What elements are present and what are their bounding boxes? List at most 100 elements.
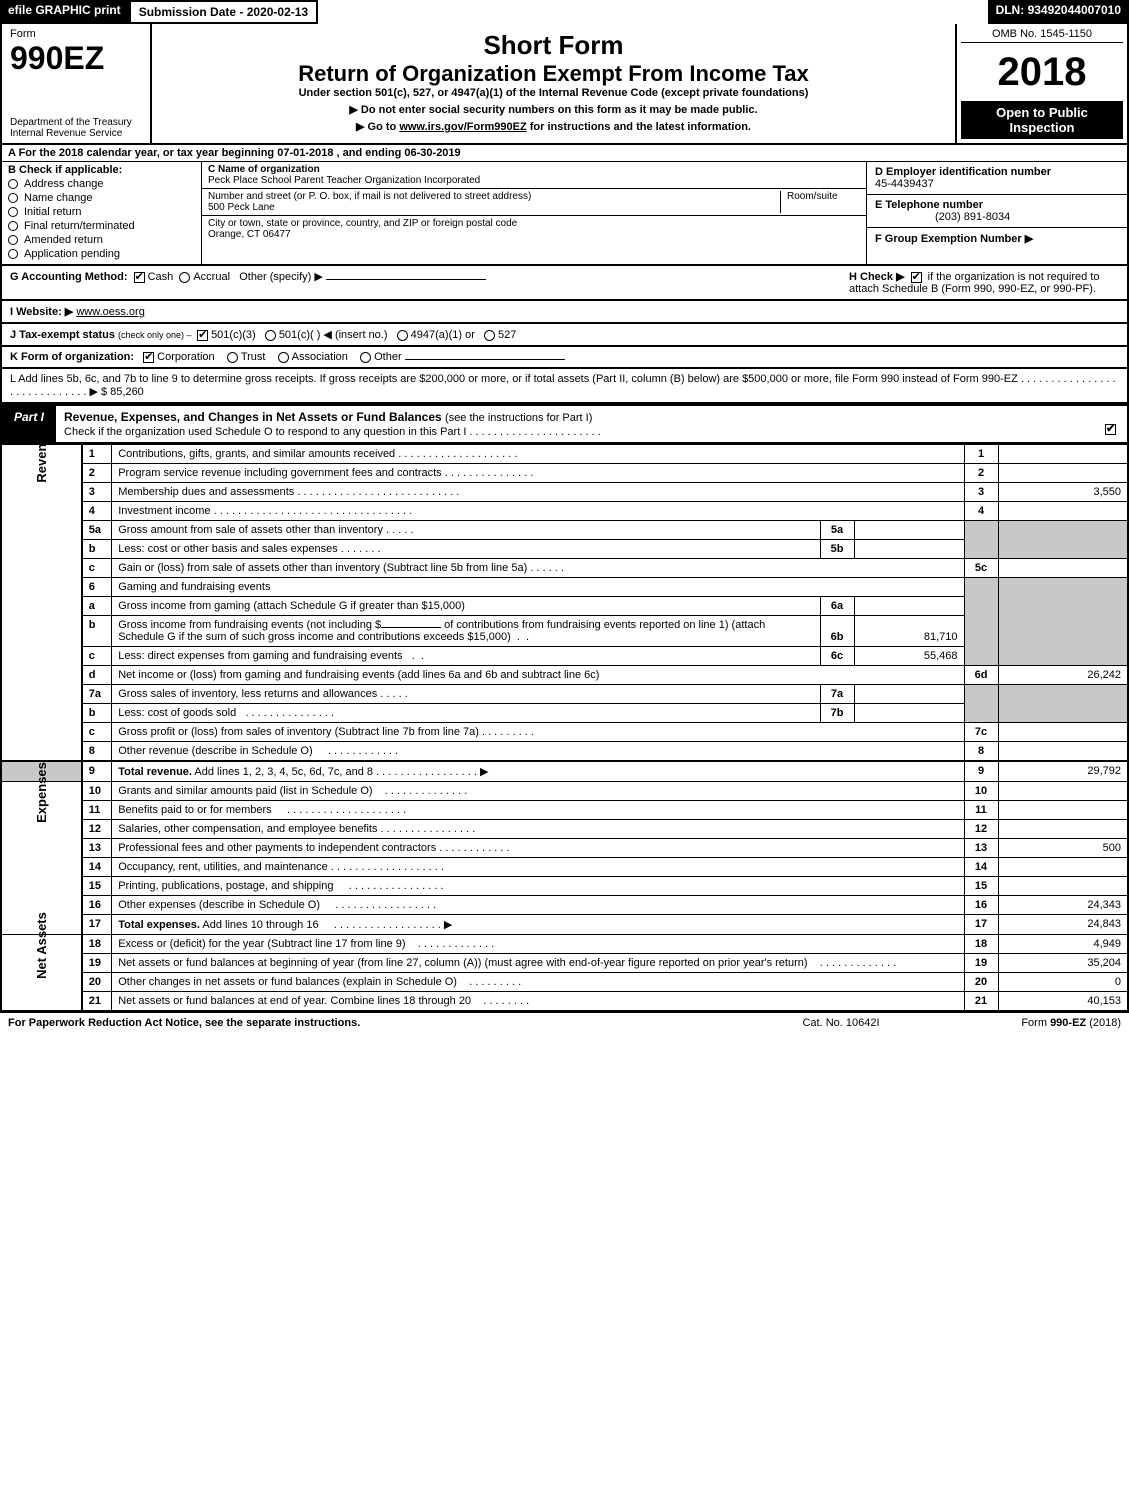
check-corporation[interactable] (143, 352, 154, 363)
line12-num: 12 (82, 820, 112, 839)
line1-val (998, 445, 1128, 464)
line3-num: 3 (82, 483, 112, 502)
check-address-change[interactable]: Address change (8, 178, 195, 190)
check-name-change[interactable]: Name change (8, 192, 195, 204)
radio-527[interactable] (484, 330, 495, 341)
line7ab-val-grey (998, 685, 1128, 723)
line10-num: 10 (82, 782, 112, 801)
group-exemption-row: F Group Exemption Number ▶ (867, 228, 1127, 249)
row-21: 21 Net assets or fund balances at end of… (1, 992, 1128, 1012)
line-l-text: L Add lines 5b, 6c, and 7b to line 9 to … (10, 373, 1116, 398)
col-c-org-info: C Name of organization Peck Place School… (202, 162, 867, 264)
line4-desc: Investment income (118, 505, 210, 517)
line20-num: 20 (82, 973, 112, 992)
other-org-label: Other (374, 351, 402, 363)
radio-501c[interactable] (265, 330, 276, 341)
radio-association[interactable] (278, 352, 289, 363)
radio-accrual[interactable] (179, 272, 190, 283)
info-g-h: G Accounting Method: Cash Accrual Other … (0, 266, 1129, 301)
part1-check-line: Check if the organization used Schedule … (64, 426, 601, 438)
line12-desc: Salaries, other compensation, and employ… (118, 823, 377, 835)
row-12: 12 Salaries, other compensation, and emp… (1, 820, 1128, 839)
line6d-desc: Net income or (loss) from gaming and fun… (118, 669, 599, 681)
instr2-post: for instructions and the latest informat… (527, 121, 751, 133)
check-application-pending[interactable]: Application pending (8, 248, 195, 260)
line6a-num: a (82, 597, 112, 616)
corporation-label: Corporation (157, 351, 214, 363)
line4-num: 4 (82, 502, 112, 521)
line2-val (998, 464, 1128, 483)
dept-treasury: Department of the Treasury Internal Reve… (10, 117, 142, 139)
efile-print-label[interactable]: efile GRAPHIC print (0, 0, 129, 24)
check-amended-return[interactable]: Amended return (8, 234, 195, 246)
line14-ref: 14 (964, 858, 998, 877)
radio-trust[interactable] (227, 352, 238, 363)
check-h[interactable] (911, 272, 922, 283)
line-a-mid: , and ending (337, 147, 405, 159)
check-initial-return-label: Initial return (24, 206, 81, 218)
header-left: Form 990EZ Department of the Treasury In… (2, 24, 152, 143)
website-link[interactable]: www.oess.org (76, 306, 144, 318)
line5ab-ref-grey (964, 521, 998, 559)
row-9: 9 Total revenue. Add lines 1, 2, 3, 4, 5… (1, 761, 1128, 782)
row-14: 14 Occupancy, rent, utilities, and maint… (1, 858, 1128, 877)
short-form-title: Short Form (158, 30, 949, 61)
check-initial-return[interactable]: Initial return (8, 206, 195, 218)
address-row: Number and street (or P. O. box, if mail… (202, 189, 866, 216)
line4-ref: 4 (964, 502, 998, 521)
line20-ref: 20 (964, 973, 998, 992)
j-sub: (check only one) ‒ (118, 330, 194, 340)
line16-desc: Other expenses (describe in Schedule O) (118, 899, 320, 911)
j-label: J Tax-exempt status (10, 329, 118, 341)
line21-ref: 21 (964, 992, 998, 1012)
line19-val: 35,204 (998, 954, 1128, 973)
check-amended-return-label: Amended return (24, 234, 103, 246)
line5ab-val-grey (998, 521, 1128, 559)
row-18: Net Assets 18 Excess or (deficit) for th… (1, 935, 1128, 954)
dept-label: Department of the Treasury (10, 117, 132, 128)
check-501c3[interactable] (197, 330, 208, 341)
check-final-return[interactable]: Final return/terminated (8, 220, 195, 232)
line19-num: 19 (82, 954, 112, 973)
row-6d: d Net income or (loss) from gaming and f… (1, 666, 1128, 685)
omb-number: OMB No. 1545-1150 (961, 28, 1123, 43)
other-specify-input[interactable] (326, 279, 486, 280)
instr2-pre: ▶ Go to (356, 121, 399, 133)
line10-desc: Grants and similar amounts paid (list in… (118, 785, 372, 797)
line13-num: 13 (82, 839, 112, 858)
line10-ref: 10 (964, 782, 998, 801)
line-a-pre: A For the 2018 calendar year, or tax yea… (8, 147, 277, 159)
trust-label: Trust (241, 351, 266, 363)
form-number: 990EZ (10, 40, 142, 77)
check-name-change-label: Name change (24, 192, 93, 204)
part1-table: Revenue 1 Contributions, gifts, grants, … (0, 444, 1129, 1012)
ein-value: 45-4439437 (875, 178, 934, 190)
line5c-desc: Gain or (loss) from sale of assets other… (118, 562, 527, 574)
line7b-desc: Less: cost of goods sold (118, 707, 236, 719)
header-right: OMB No. 1545-1150 2018 Open to Public In… (957, 24, 1127, 143)
line16-val: 24,343 (998, 896, 1128, 915)
line6b-num: b (82, 616, 112, 647)
other-label: Other (specify) ▶ (239, 271, 323, 283)
part1-title-text: Revenue, Expenses, and Changes in Net As… (64, 410, 445, 424)
line12-ref: 12 (964, 820, 998, 839)
line6b-blank[interactable] (381, 627, 441, 628)
dln-label: DLN: (996, 3, 1028, 17)
radio-4947[interactable] (397, 330, 408, 341)
open-public-badge: Open to Public Inspection (961, 101, 1123, 139)
row-10: Expenses 10 Grants and similar amounts p… (1, 782, 1128, 801)
section-bcdef: B Check if applicable: Address change Na… (0, 162, 1129, 266)
row-6a: a Gross income from gaming (attach Sched… (1, 597, 1128, 616)
line11-desc: Benefits paid to or for members (118, 804, 271, 816)
info-k-form-org: K Form of organization: Corporation Trus… (0, 347, 1129, 369)
top-bar: efile GRAPHIC print Submission Date - 20… (0, 0, 1129, 24)
line1-ref: 1 (964, 445, 998, 464)
other-org-input[interactable] (405, 359, 565, 360)
line-l-value: 85,260 (110, 386, 144, 398)
radio-other-org[interactable] (360, 352, 371, 363)
check-cash[interactable] (134, 272, 145, 283)
line6c-num: c (82, 647, 112, 666)
check-schedule-o[interactable] (1105, 424, 1116, 435)
line6c-desc: Less: direct expenses from gaming and fu… (118, 650, 402, 662)
irs-link[interactable]: www.irs.gov/Form990EZ (399, 121, 526, 133)
